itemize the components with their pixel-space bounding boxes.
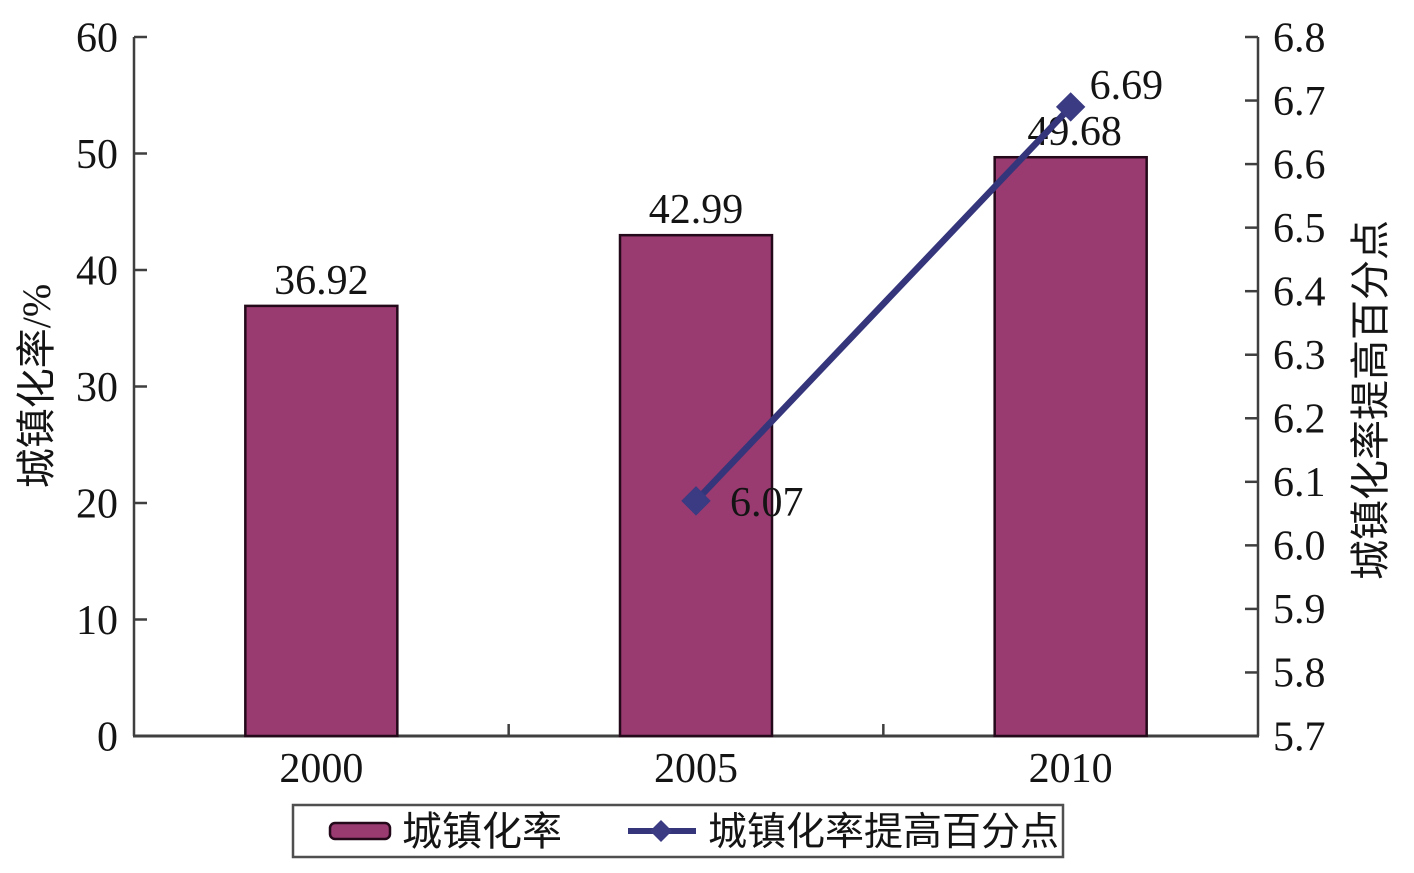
right-axis-tick-label: 6.6	[1273, 142, 1326, 188]
right-axis-tick-label: 6.3	[1273, 333, 1326, 379]
line-marker-diamond	[681, 486, 711, 516]
line-value-label: 6.07	[730, 480, 804, 526]
left-axis-tick-label: 50	[76, 132, 118, 178]
right-axis-tick-label: 6.7	[1273, 79, 1326, 125]
left-axis-tick-label: 0	[97, 714, 118, 760]
left-axis-tick-label: 60	[76, 15, 118, 61]
right-axis-tick-label: 6.2	[1273, 397, 1326, 443]
left-axis-tick-label: 10	[76, 598, 118, 644]
right-axis-tick-label: 5.7	[1273, 714, 1326, 760]
left-axis-tick-label: 40	[76, 248, 118, 294]
line-marker-diamond	[1055, 92, 1086, 122]
bar-2010	[993, 155, 1148, 738]
x-axis-category-label: 2000	[279, 746, 363, 792]
bar-2005	[618, 233, 774, 738]
line-series-path	[693, 104, 1074, 504]
legend-label-line-series: 城镇化率提高百分点	[708, 811, 1059, 854]
bar-2000	[244, 304, 399, 738]
right-axis-title: 城镇化率提高百分点	[1348, 220, 1393, 580]
legend-bar-swatch	[328, 821, 392, 841]
bar-value-label: 42.99	[649, 187, 744, 233]
right-axis-tick-label: 6.8	[1273, 15, 1326, 61]
legend-label-bar-series: 城镇化率	[402, 809, 562, 854]
line-value-label: 6.69	[1090, 63, 1164, 109]
right-axis-tick-label: 6.5	[1273, 206, 1326, 252]
left-axis-tick-label: 30	[76, 365, 118, 411]
right-axis-tick-label: 6.1	[1273, 460, 1326, 506]
left-axis-tick-label: 20	[76, 481, 118, 527]
x-axis-category-label: 2010	[1029, 746, 1113, 792]
left-axis-title: 城镇化率/%	[14, 284, 59, 488]
right-axis-tick-label: 6.4	[1273, 269, 1326, 315]
right-axis-tick-label: 5.9	[1273, 587, 1326, 633]
right-axis-tick-label: 5.8	[1273, 651, 1326, 697]
bar-value-label: 36.92	[274, 258, 369, 304]
legend-diamond-icon	[650, 820, 672, 842]
right-axis-tick-label: 6.0	[1273, 524, 1326, 570]
x-axis-category-label: 2005	[654, 746, 738, 792]
